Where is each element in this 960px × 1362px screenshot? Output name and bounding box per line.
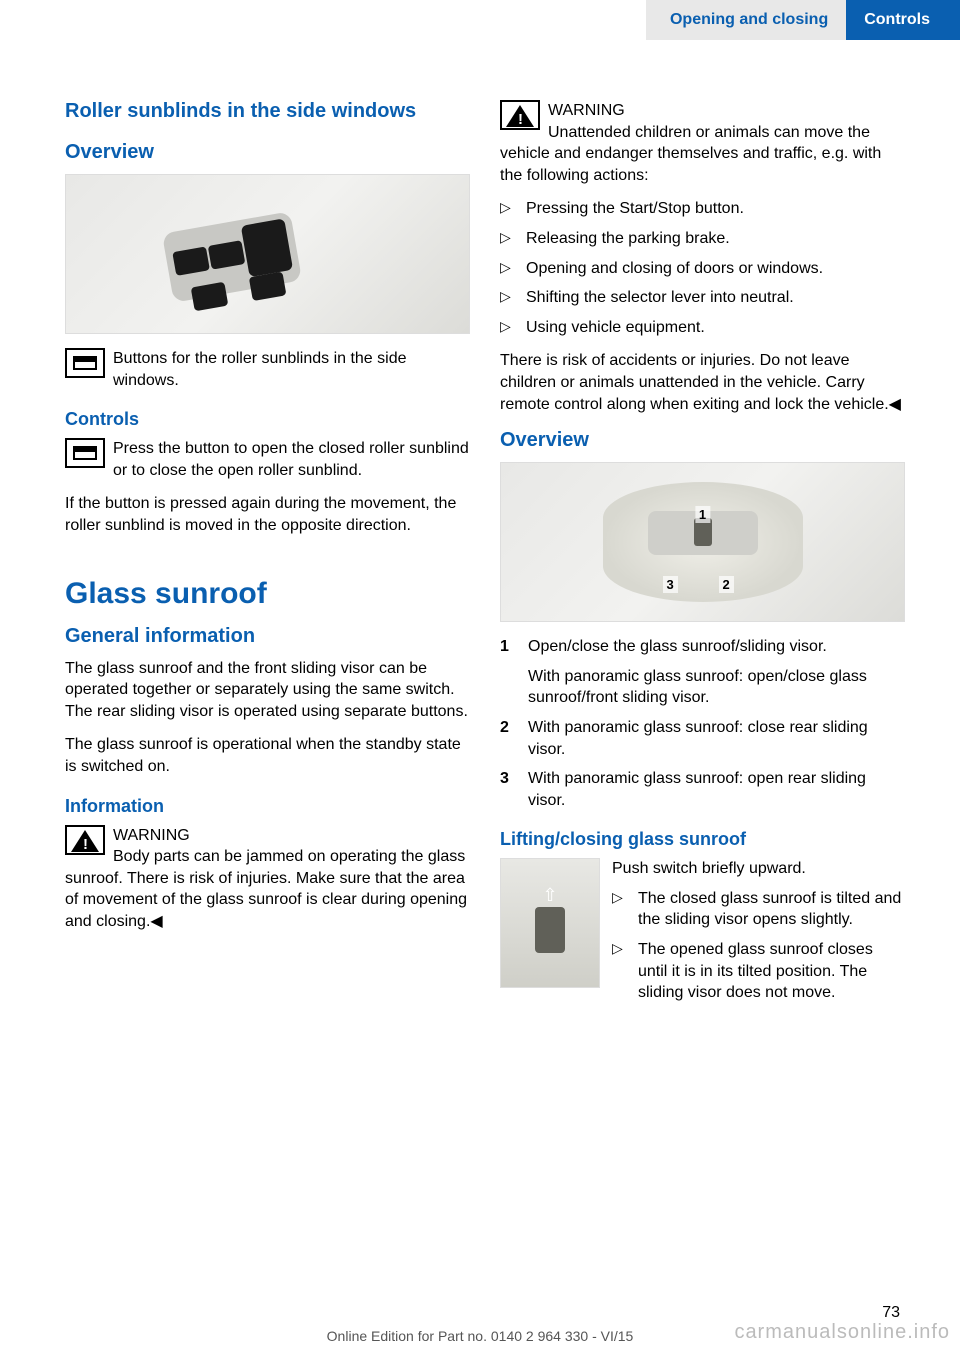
figure-console-shape: 1 2 3 [603, 482, 803, 602]
figure-key [207, 241, 245, 271]
bullet-marker: ▷ [612, 888, 638, 931]
caption-text: Buttons for the roller sunblinds in the … [113, 350, 407, 389]
para-text: Press the button to open the closed roll… [113, 440, 469, 479]
bullet-marker: ▷ [500, 317, 526, 339]
bullet-text: Opening and closing of doors or windows. [526, 258, 823, 280]
sunblind-icon [65, 438, 105, 468]
page-number: 73 [882, 1304, 900, 1322]
header-section: Controls [846, 0, 960, 40]
numbered-legend: 1 Open/close the glass sunroof/sliding v… [500, 636, 905, 811]
bullet-marker: ▷ [612, 939, 638, 1004]
num-marker: 3 [500, 768, 528, 811]
heading-general-info: General information [65, 625, 470, 648]
num-marker: 1 [500, 636, 528, 709]
heading-controls-left: Controls [65, 409, 470, 430]
figure-key [190, 282, 228, 312]
heading-roller-sunblinds: Roller sunblinds in the side windows [65, 100, 470, 123]
warning-after-text: There is risk of accidents or injuries. … [500, 350, 905, 415]
list-item: ▷Shifting the selector lever into neutra… [500, 287, 905, 309]
figure-button-panel [162, 212, 302, 304]
lift-section: ⇧ Push switch briefly upward. ▷The close… [500, 858, 905, 1016]
para-general-1: The glass sunroof and the front sliding … [65, 658, 470, 723]
caption-sunblind-buttons: Buttons for the roller sunblinds in the … [65, 348, 470, 391]
heading-glass-sunroof: Glass sunroof [65, 577, 470, 611]
warning-body: Unattended children or animals can move … [500, 124, 881, 184]
list-item: ▷The closed glass sunroof is tilted and … [612, 888, 905, 931]
bullet-marker: ▷ [500, 287, 526, 309]
figure-label-1: 1 [695, 506, 710, 523]
figure-label-3: 3 [663, 576, 678, 593]
num-marker: 2 [500, 717, 528, 760]
figure-switch-knob [535, 907, 565, 953]
para-controls-1: Press the button to open the closed roll… [65, 438, 470, 481]
figure-key [248, 272, 286, 302]
num-text: With panoramic glass sunroof: close rear… [528, 717, 905, 760]
warning-body: Body parts can be jammed on operating th… [65, 848, 467, 930]
heading-lifting-closing: Lifting/closing glass sunroof [500, 829, 905, 850]
bullet-text: Using vehicle equipment. [526, 317, 705, 339]
warning-title: WARNING [113, 827, 190, 844]
figure-sunblind-buttons [65, 174, 470, 334]
list-item: 2 With panoramic glass sunroof: close re… [500, 717, 905, 760]
sunblind-icon [65, 348, 105, 378]
header-right: Opening and closing Controls [646, 0, 960, 40]
warning-icon [500, 100, 540, 130]
figure-key [172, 247, 210, 277]
list-item: ▷Opening and closing of doors or windows… [500, 258, 905, 280]
list-item: ▷Releasing the parking brake. [500, 228, 905, 250]
warning-icon [65, 825, 105, 855]
bullet-text: Pressing the Start/Stop button. [526, 198, 744, 220]
arrow-up-icon: ⇧ [542, 885, 557, 906]
figure-label-2: 2 [719, 576, 734, 593]
list-item: 1 Open/close the glass sunroof/sliding v… [500, 636, 905, 709]
bullet-marker: ▷ [500, 198, 526, 220]
footer-edition-line: Online Edition for Part no. 0140 2 964 3… [327, 1328, 634, 1344]
figure-key [241, 219, 293, 278]
num-text: With panoramic glass sunroof: open/close… [528, 666, 905, 709]
warning-bullet-list: ▷Pressing the Start/Stop button. ▷Releas… [500, 198, 905, 338]
bullet-text: Shifting the selector lever into neutral… [526, 287, 794, 309]
header-chapter: Opening and closing [646, 0, 846, 40]
warning-box-1: WARNING Body parts can be jammed on oper… [65, 825, 470, 933]
heading-overview-right: Overview [500, 429, 905, 452]
list-item: ▷Using vehicle equipment. [500, 317, 905, 339]
page-body: Roller sunblinds in the side windows Ove… [0, 40, 960, 1280]
list-item: ▷The opened glass sunroof closes until i… [612, 939, 905, 1004]
para-general-2: The glass sunroof is operational when th… [65, 734, 470, 777]
warning-title: WARNING [548, 102, 625, 119]
bullet-text: The opened glass sunroof closes until it… [638, 939, 905, 1004]
para-controls-2: If the button is pressed again during th… [65, 493, 470, 536]
bullet-marker: ▷ [500, 228, 526, 250]
figure-lift-switch: ⇧ [500, 858, 600, 988]
bullet-text: Releasing the parking brake. [526, 228, 730, 250]
list-item: ▷Pressing the Start/Stop button. [500, 198, 905, 220]
list-item: 3 With panoramic glass sunroof: open rea… [500, 768, 905, 811]
watermark-text: carmanualsonline.info [734, 1321, 950, 1344]
figure-sunroof-console: 1 2 3 [500, 462, 905, 622]
bullet-marker: ▷ [500, 258, 526, 280]
bullet-text: The closed glass sunroof is tilted and t… [638, 888, 905, 931]
num-text: With panoramic glass sunroof: open rear … [528, 768, 905, 811]
warning-box-2: WARNING Unattended children or animals c… [500, 100, 905, 186]
page-header: Opening and closing Controls [0, 0, 960, 40]
heading-information: Information [65, 796, 470, 817]
num-text: Open/close the glass sunroof/sliding vis… [528, 636, 905, 658]
heading-overview-left: Overview [65, 141, 470, 164]
